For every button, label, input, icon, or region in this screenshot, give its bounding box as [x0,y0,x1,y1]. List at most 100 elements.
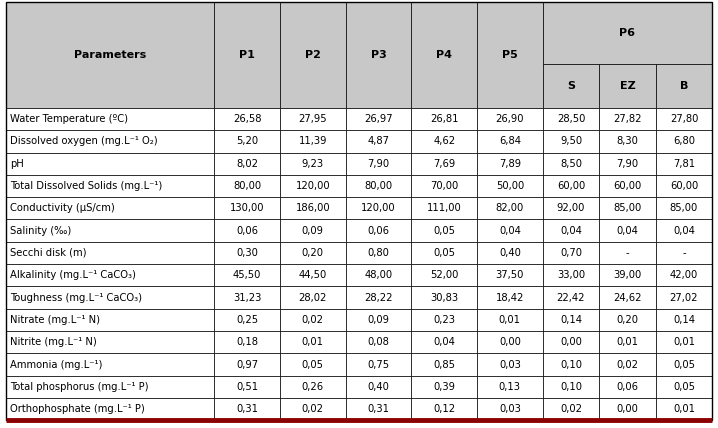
Text: 0,30: 0,30 [236,248,258,258]
Bar [543,64,600,108]
Text: 28,02: 28,02 [299,293,327,303]
Text: 27,02: 27,02 [670,293,698,303]
Text: 0,06: 0,06 [617,382,638,392]
Text: -: - [625,248,629,258]
Text: 0,05: 0,05 [673,360,695,369]
Text: EZ: EZ [620,81,635,91]
Text: 85,00: 85,00 [613,203,642,213]
Text: 0,20: 0,20 [617,315,638,325]
Bar [477,286,543,309]
Bar [6,220,214,242]
Bar [6,376,214,398]
Bar [600,354,656,376]
Text: 8,50: 8,50 [560,159,582,169]
Bar [656,130,712,152]
Text: P1: P1 [239,50,255,60]
Text: 28,50: 28,50 [556,114,585,124]
Text: 0,00: 0,00 [560,337,582,347]
Text: Orthophosphate (mg.L⁻¹ P): Orthophosphate (mg.L⁻¹ P) [10,404,145,414]
Bar [6,354,214,376]
Text: 0,01: 0,01 [499,315,521,325]
Bar [345,108,411,130]
Bar [345,398,411,420]
Text: 18,42: 18,42 [495,293,524,303]
Bar [411,197,477,220]
Text: 92,00: 92,00 [556,203,585,213]
Text: 0,05: 0,05 [433,248,455,258]
Bar [600,264,656,286]
Bar [345,2,411,108]
Bar [600,108,656,130]
Bar [543,175,600,197]
Bar [477,2,543,108]
Bar [411,264,477,286]
Bar [411,175,477,197]
Bar [280,354,345,376]
Bar [600,331,656,354]
Bar [345,264,411,286]
Text: 0,01: 0,01 [617,337,638,347]
Text: 0,13: 0,13 [499,382,521,392]
Text: Total phosphorus (mg.L⁻¹ P): Total phosphorus (mg.L⁻¹ P) [10,382,149,392]
Bar [345,220,411,242]
Text: 0,75: 0,75 [368,360,389,369]
Text: P5: P5 [502,50,518,60]
Bar [411,286,477,309]
Bar [214,309,280,331]
Text: 11,39: 11,39 [299,137,327,146]
Bar [477,331,543,354]
Bar [543,130,600,152]
Text: 130,00: 130,00 [230,203,264,213]
Text: 6,80: 6,80 [673,137,695,146]
Text: 0,39: 0,39 [433,382,455,392]
Text: 0,14: 0,14 [560,315,582,325]
Bar [214,175,280,197]
Bar [411,2,477,108]
Text: 0,10: 0,10 [560,360,582,369]
Bar [477,398,543,420]
Text: 8,02: 8,02 [236,159,258,169]
Text: 80,00: 80,00 [233,181,261,191]
Bar [656,220,712,242]
Text: 0,04: 0,04 [673,226,695,236]
Bar [477,197,543,220]
Bar [6,130,214,152]
Bar [345,309,411,331]
Bar [656,264,712,286]
Bar [6,286,214,309]
Bar [345,376,411,398]
Bar [477,309,543,331]
Text: 0,04: 0,04 [560,226,582,236]
Text: 7,69: 7,69 [433,159,455,169]
Text: 52,00: 52,00 [430,270,458,280]
Text: 120,00: 120,00 [361,203,396,213]
Text: 70,00: 70,00 [430,181,458,191]
Bar [600,286,656,309]
Text: 0,85: 0,85 [433,360,455,369]
Bar [280,286,345,309]
Bar [477,130,543,152]
Text: 26,97: 26,97 [364,114,393,124]
Bar [477,264,543,286]
Bar [345,331,411,354]
Bar [345,286,411,309]
Bar [543,309,600,331]
Text: 48,00: 48,00 [364,270,393,280]
Text: 80,00: 80,00 [364,181,393,191]
Bar [6,309,214,331]
Bar [600,242,656,264]
Text: 0,00: 0,00 [499,337,521,347]
Text: 60,00: 60,00 [613,181,642,191]
Text: Parameters: Parameters [74,50,146,60]
Bar [411,242,477,264]
Bar [280,398,345,420]
Bar [345,197,411,220]
Text: Dissolved oxygen (mg.L⁻¹ O₂): Dissolved oxygen (mg.L⁻¹ O₂) [10,137,158,146]
Bar [600,64,656,108]
Bar [600,398,656,420]
Bar [411,220,477,242]
Text: 0,40: 0,40 [368,382,389,392]
Text: P2: P2 [304,50,321,60]
Bar [411,130,477,152]
Text: 4,87: 4,87 [368,137,389,146]
